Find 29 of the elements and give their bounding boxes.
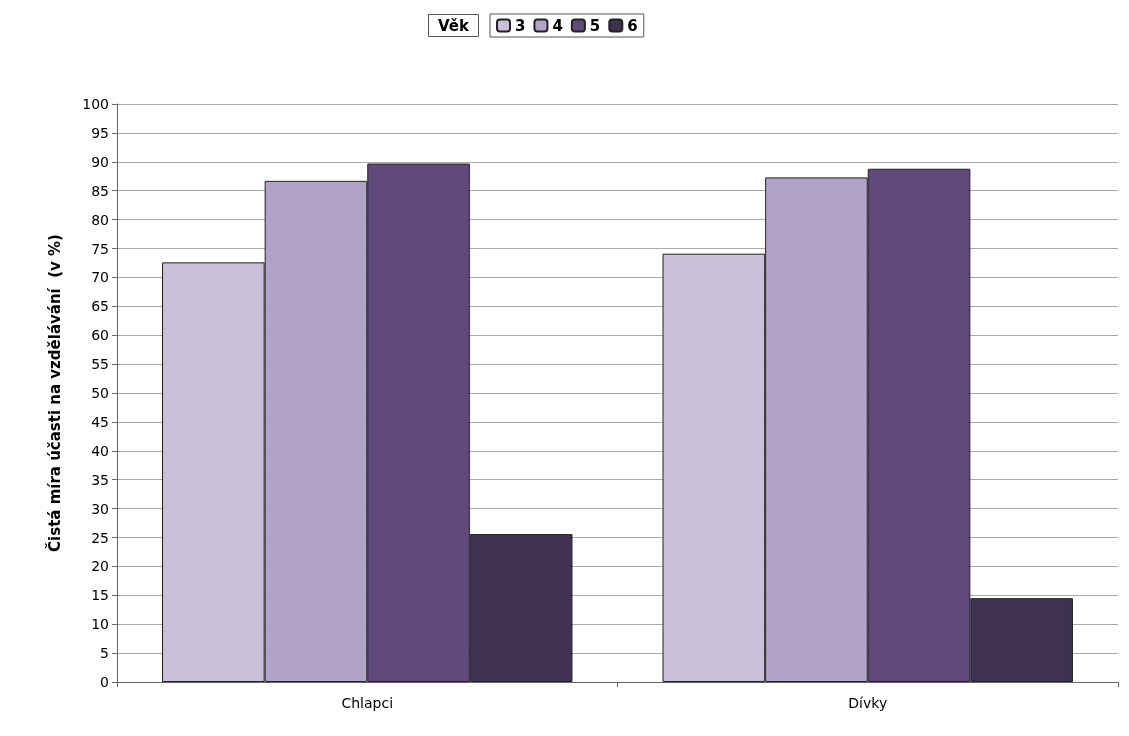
y-tick-label: 15 — [91, 587, 109, 604]
y-tick-label: 10 — [91, 616, 109, 633]
y-tick-label: 50 — [91, 385, 109, 401]
y-tick-label: 45 — [91, 413, 109, 430]
y-tick-label: 95 — [91, 124, 109, 141]
y-axis-title: Čistá míra účasti na vzdělávání (v %) — [44, 234, 64, 552]
y-tick-label: 20 — [91, 558, 109, 575]
y-tick-label: 25 — [91, 529, 109, 546]
y-tick-label: 75 — [91, 240, 109, 257]
legend-label: 5 — [589, 16, 601, 35]
y-tick-label: 65 — [91, 298, 109, 315]
y-tick-label: 5 — [100, 645, 109, 662]
y-tick-label: 85 — [91, 182, 109, 199]
y-tick-label: 100 — [82, 96, 109, 112]
y-tick-label: 60 — [91, 327, 109, 344]
y-tick-label: 80 — [91, 211, 109, 228]
y-tick-label: 55 — [91, 356, 109, 373]
x-tick-label: Chlapci — [341, 695, 394, 711]
y-tick-label: 40 — [91, 442, 109, 459]
y-tick-label: 70 — [91, 269, 109, 286]
legend-label: 6 — [627, 16, 638, 35]
legend-title: Věk — [438, 16, 470, 35]
y-tick-label: 35 — [91, 471, 109, 488]
y-tick-label: 90 — [91, 153, 109, 170]
legend-label: 4 — [552, 16, 563, 35]
y-tick-label: 30 — [91, 500, 109, 517]
legend-label: 3 — [515, 16, 526, 35]
y-tick-label: 0 — [100, 674, 109, 690]
x-tick-label: Dívky — [848, 695, 888, 711]
